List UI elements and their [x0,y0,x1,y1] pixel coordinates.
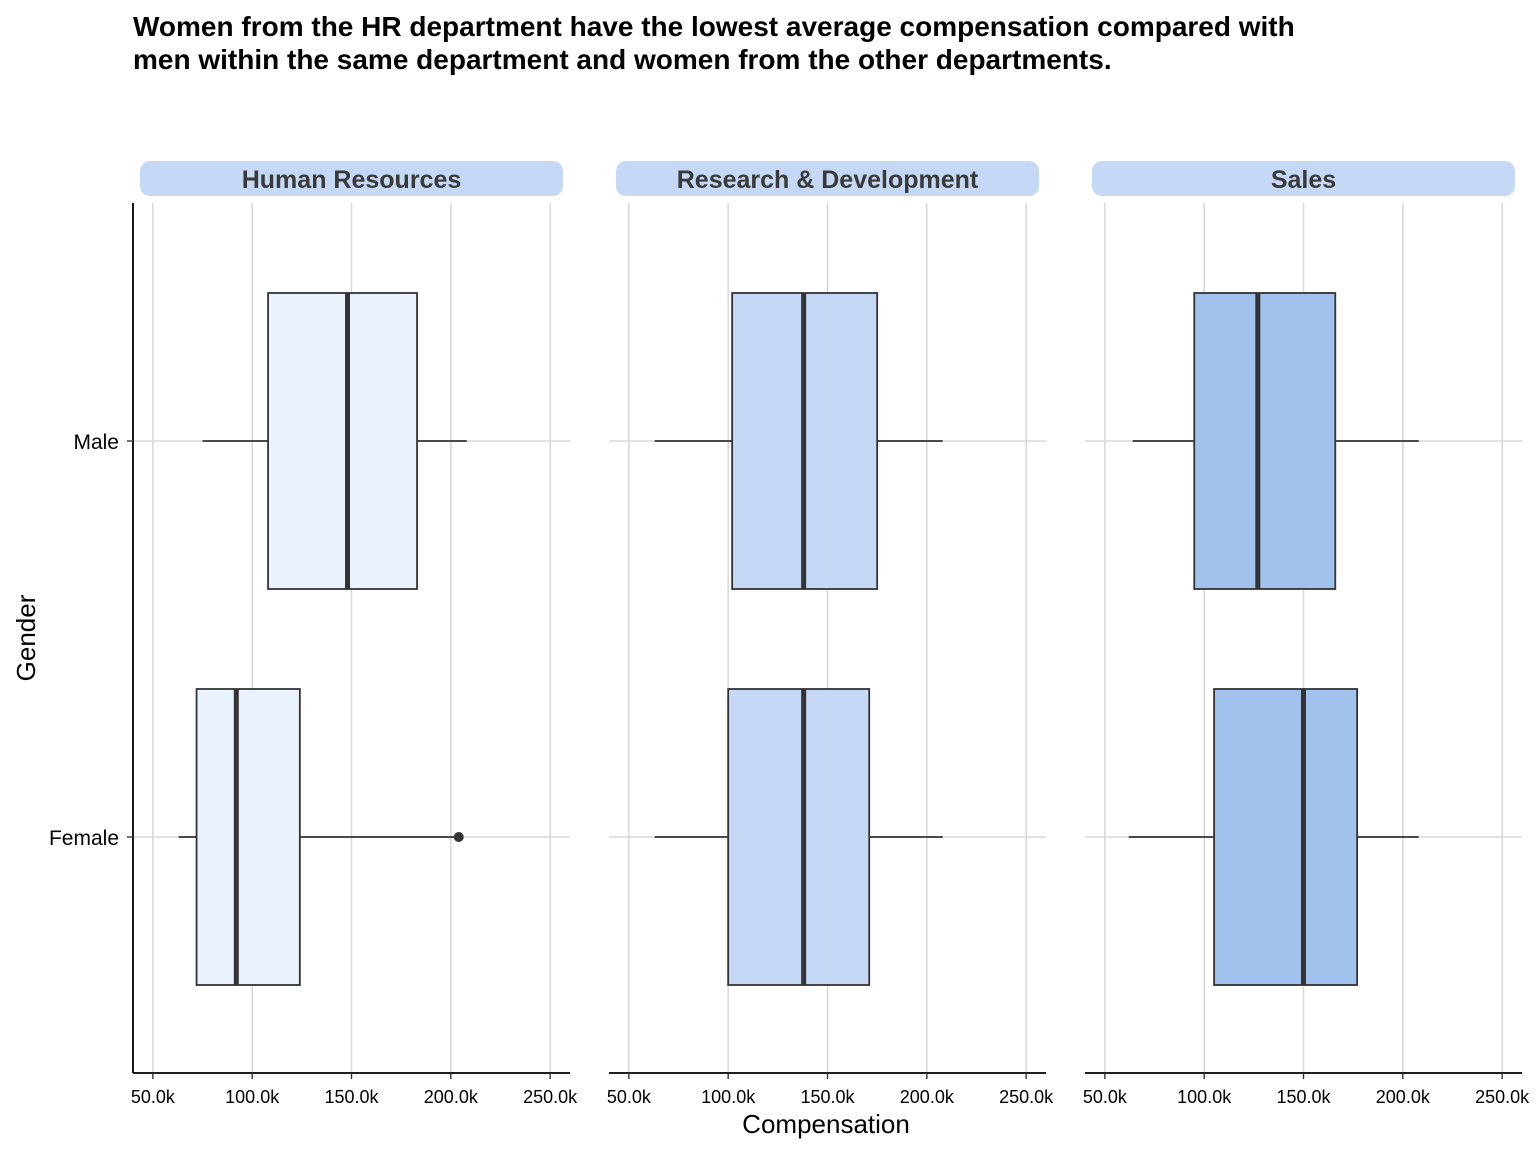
facet-strip-label: Sales [1271,166,1336,194]
x-axis-title: Compensation [742,1109,910,1139]
x-tick-label: 250.0k [999,1087,1054,1107]
outlier-point [453,832,464,842]
x-tick-label: 100.0k [701,1087,756,1107]
box-female [727,688,871,986]
x-tick-label: 200.0k [1376,1087,1431,1107]
x-tick-label: 250.0k [1475,1087,1530,1107]
x-tick-label: 100.0k [1177,1087,1232,1107]
x-tick-label: 150.0k [800,1087,855,1107]
facet-strip-label: Human Resources [242,166,462,194]
x-tick-label: 250.0k [523,1087,578,1107]
x-tick-label: 50.0k [1083,1087,1128,1107]
x-tick-label: 100.0k [225,1087,280,1107]
box-male [1193,292,1337,590]
facet-strip-label: Research & Development [677,166,979,194]
y-axis-title: Gender [11,594,41,681]
x-tick-label: 50.0k [131,1087,176,1107]
facet-strip [140,161,563,196]
y-tick-label: Female [49,827,119,850]
facet-strip [1092,161,1515,196]
x-tick-label: 200.0k [900,1087,955,1107]
facet-panel-1: Research & Development 50.0k 100.0k 150.0k 2… [607,161,1054,1107]
facet-strip [616,161,1039,196]
x-tick-label: 150.0k [324,1087,379,1107]
x-tick-label: 50.0k [607,1087,652,1107]
box-male [267,292,418,590]
x-tick-label: 150.0k [1276,1087,1331,1107]
box-female [1213,688,1359,986]
facet-panel-0: Human Resources 50.0k 100.0k 150.0k 200.0k 25… [131,161,578,1107]
x-tick-label: 200.0k [424,1087,479,1107]
box-female [195,688,301,986]
chart-title: Women from the HR department have the lo… [133,11,1295,75]
y-tick-label: Male [73,431,119,454]
facet-panel-2: Sales 50.0k 100.0k 150.0k 200.0k 250.0k [1083,161,1530,1107]
